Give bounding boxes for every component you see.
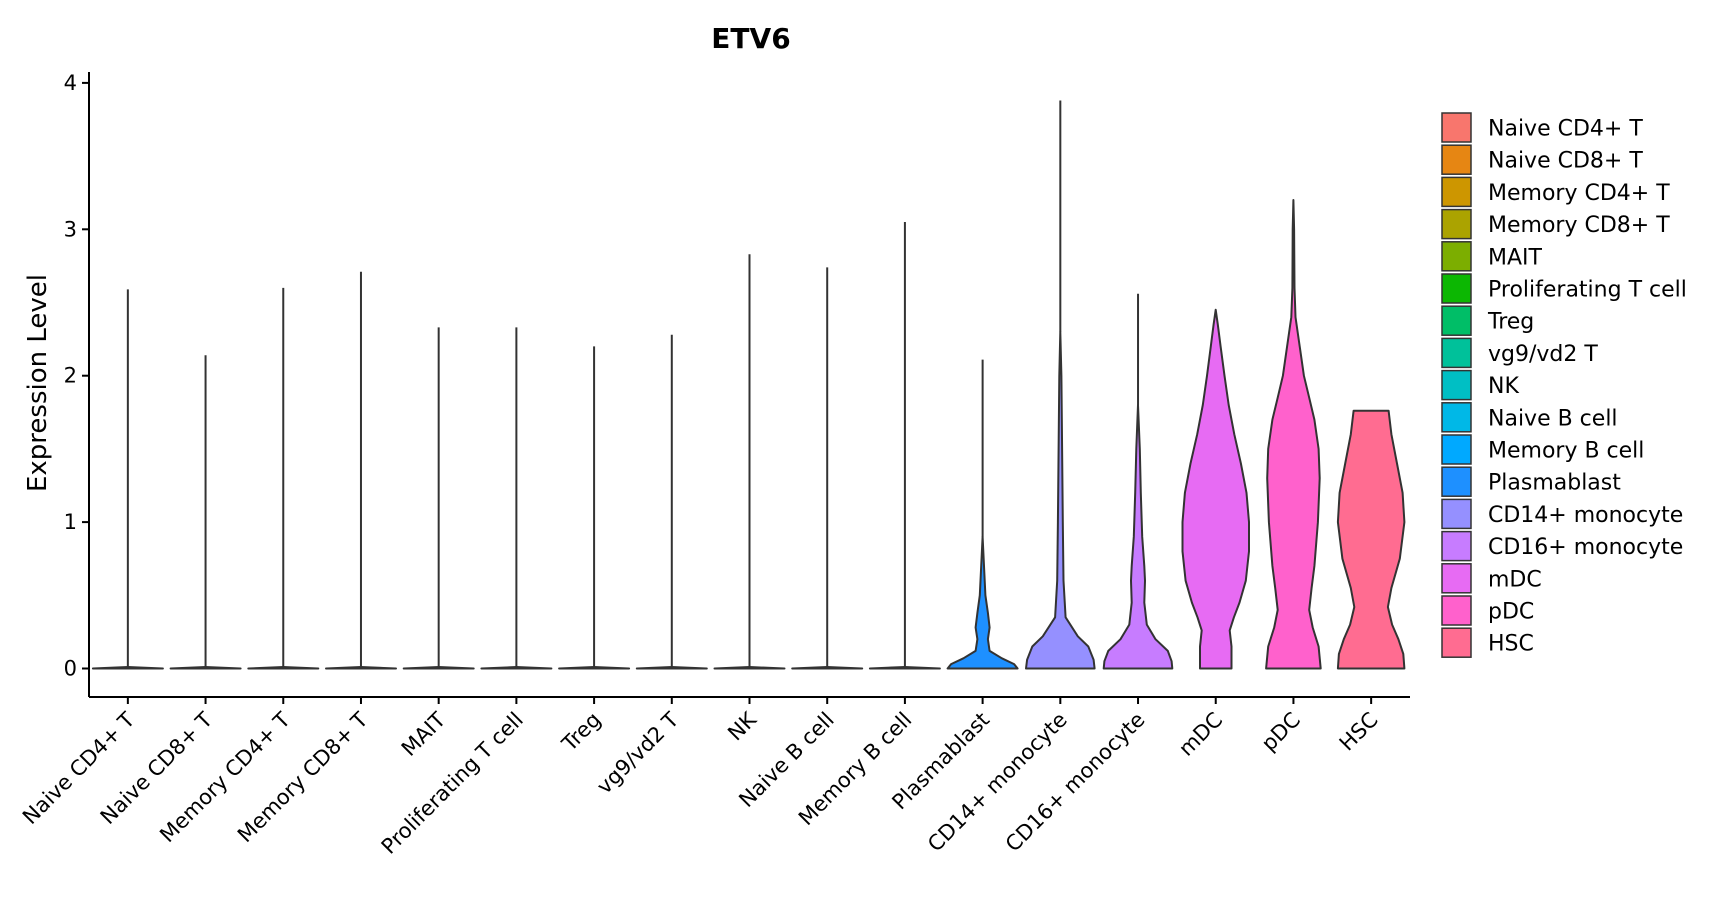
legend-item-label: vg9/vd2 T [1488, 342, 1598, 367]
legend-item-label: mDC [1488, 567, 1542, 592]
violin-cd14-monocyte [1025, 330, 1096, 670]
legend-key [1441, 176, 1472, 208]
legend-item-label: HSC [1488, 632, 1534, 657]
legend-key [1441, 595, 1472, 626]
violin-memory-cd4-t [247, 666, 320, 670]
legend-key [1441, 144, 1472, 175]
legend-item-label: Plasmablast [1488, 471, 1621, 496]
violin-hsc [1336, 409, 1406, 670]
legend-item-label: Memory CD8+ T [1488, 213, 1670, 238]
legend-key [1441, 241, 1472, 272]
x-tick-label: Memory CD4+ T [155, 707, 295, 847]
legend-key [1441, 498, 1472, 530]
legend-key [1441, 337, 1472, 369]
legend-key [1441, 466, 1472, 497]
legend-key [1441, 112, 1472, 143]
y-tick-label: 0 [64, 657, 77, 681]
legend-item-label: Memory CD4+ T [1488, 181, 1670, 206]
legend: Naive CD4+ T Naive CD8+ T Memory CD4+ T Mem… [1441, 112, 1687, 658]
legend-item-label: NK [1488, 374, 1519, 399]
x-tick-label: Memory CD8+ T [233, 707, 373, 847]
x-tick-label: Treg [557, 708, 606, 757]
violin-plasmablast [946, 535, 1019, 670]
x-tick-label: CD16+ monocyte [1001, 708, 1150, 857]
legend-item-label: pDC [1488, 600, 1534, 625]
y-tick-label: 2 [64, 364, 77, 388]
violin-vg9-vd2-t [635, 666, 708, 670]
x-tick-label: vg9/vd2 T [592, 707, 683, 798]
x-tick-label: NK [723, 707, 762, 746]
y-tick-label: 1 [64, 510, 77, 534]
violin-cd16-monocyte [1102, 404, 1174, 670]
legend-item-label: Naive CD4+ T [1488, 117, 1643, 142]
x-tick-label: Proliferating T cell [377, 708, 528, 859]
x-tick-label: pDC [1257, 708, 1305, 756]
legend-key [1441, 402, 1472, 433]
legend-key [1441, 369, 1472, 401]
violin-naive-cd4-t [91, 666, 164, 670]
legend-item-label: Treg [1487, 310, 1534, 335]
violin-nk [713, 666, 786, 670]
legend-key [1441, 208, 1472, 240]
legend-item-label: MAIT [1488, 245, 1543, 270]
x-tick-label: CD14+ monocyte [923, 708, 1072, 857]
violin-memory-b-cell [868, 666, 941, 670]
violin-proliferating-t-cell [480, 666, 553, 670]
violin-mait [402, 666, 475, 670]
legend-item-label: Naive CD8+ T [1488, 149, 1643, 174]
violin-pdc [1265, 199, 1322, 670]
legend-item-label: Memory B cell [1488, 439, 1644, 464]
violin-mdc [1181, 308, 1250, 670]
legend-key [1441, 627, 1472, 658]
violin-memory-cd8-t [325, 666, 397, 670]
violin-naive-b-cell [791, 666, 864, 670]
x-tick-label: MAIT [397, 707, 451, 761]
legend-key [1441, 273, 1472, 304]
x-tick-label: mDC [1174, 708, 1227, 761]
legend-item-label: CD16+ monocyte [1488, 535, 1683, 560]
legend-item-label: Proliferating T cell [1488, 278, 1687, 303]
y-axis-title: Expression Level [23, 274, 53, 492]
x-tick-label: HSC [1335, 708, 1383, 756]
legend-item-label: CD14+ monocyte [1488, 503, 1683, 528]
legend-key [1441, 434, 1472, 465]
legend-item-label: Naive B cell [1488, 406, 1618, 431]
violin-naive-cd8-t [169, 666, 242, 670]
y-tick-label: 4 [64, 71, 77, 95]
violin-treg [558, 666, 631, 670]
legend-key [1441, 530, 1472, 562]
chart-title: ETV6 [711, 22, 790, 55]
legend-key [1441, 563, 1472, 594]
legend-key [1441, 305, 1472, 336]
y-tick-label: 3 [64, 217, 77, 241]
